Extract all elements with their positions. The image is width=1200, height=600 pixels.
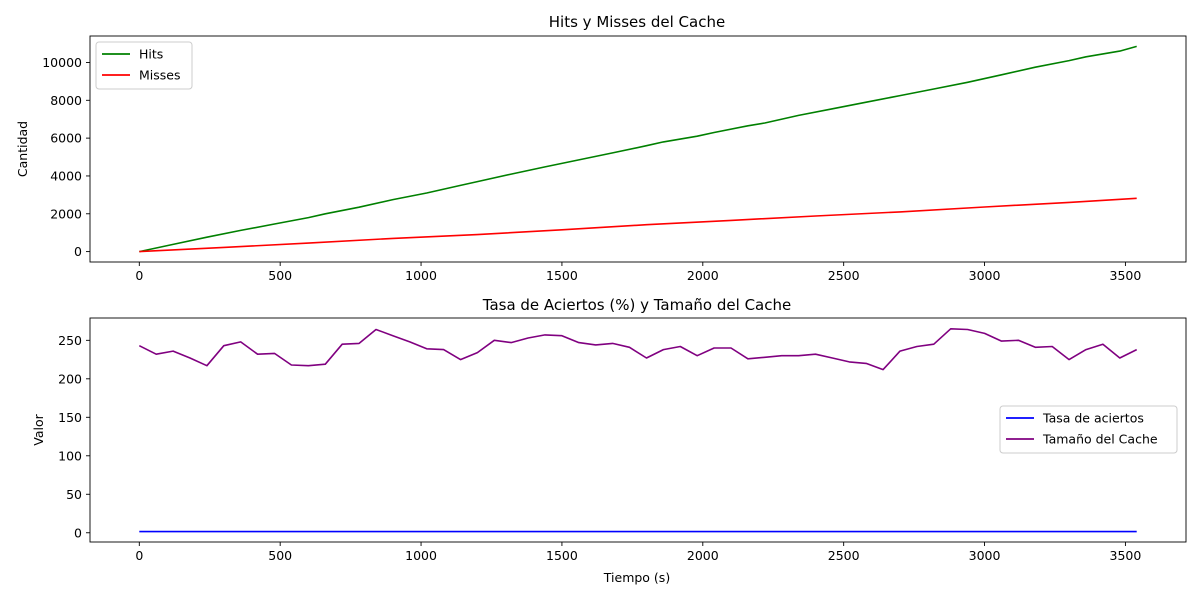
x-tick-label: 1000 (405, 268, 437, 283)
y-axis-label: Valor (31, 413, 46, 445)
x-tick-label: 2500 (828, 268, 860, 283)
legend-entry-label: Hits (139, 47, 163, 62)
x-tick-label: 3000 (969, 548, 1001, 563)
y-tick-label: 200 (58, 371, 82, 386)
plot-area: 0 500 1000 1500 2000 2500 3000 3500 0 2000 4000 600… (42, 35, 1187, 283)
x-tick-label: 2000 (687, 548, 719, 563)
legend-entry-label: Misses (139, 68, 181, 83)
series-line (138, 327, 1138, 371)
axes-frame (89, 317, 1187, 543)
y-tick-label: 2000 (50, 206, 82, 221)
x-tick-label: 2500 (828, 548, 860, 563)
chart-title: Hits y Misses del Cache (549, 13, 725, 31)
y-tick-label: 50 (66, 487, 82, 502)
series-line (139, 45, 1137, 253)
chart-title: Tasa de Aciertos (%) y Tamaño del Cache (482, 296, 791, 314)
chart-hits-misses: Hits y Misses del Cache 0 500 1000 1500 2000… (15, 13, 1187, 283)
y-tick-label: 100 (58, 448, 82, 463)
chart-hit-rate-cache-size: Tasa de Aciertos (%) y Tamaño del Cache … (31, 296, 1187, 585)
y-tick-label: 8000 (50, 93, 82, 108)
y-tick-label: 4000 (50, 168, 82, 183)
x-tick-label: 3500 (1110, 268, 1142, 283)
y-tick-label: 250 (58, 333, 82, 348)
x-tick-label: 3000 (969, 268, 1001, 283)
axes-frame (89, 35, 1187, 263)
y-tick-label: 0 (74, 525, 82, 540)
plot-area: 0 500 1000 1500 2000 2500 3000 3500 0 50 100 150 200… (58, 317, 1187, 563)
y-tick-label: 150 (58, 410, 82, 425)
series-line (139, 197, 1137, 253)
y-tick-label: 6000 (50, 131, 82, 146)
x-tick-label: 500 (268, 548, 292, 563)
x-tick-label: 2000 (687, 268, 719, 283)
x-tick-label: 1000 (405, 548, 437, 563)
legend-box (999, 405, 1178, 454)
legend-entry-label: Tamaño del Cache (1042, 432, 1158, 447)
x-tick-label: 500 (268, 268, 292, 283)
legend: Tasa de aciertos Tamaño del Cache (999, 405, 1178, 454)
y-tick-label: 10000 (42, 55, 82, 70)
y-axis-label: Cantidad (15, 121, 30, 177)
x-axis-label: Tiempo (s) (603, 570, 670, 585)
x-tick-label: 0 (135, 268, 143, 283)
x-tick-label: 1500 (546, 268, 578, 283)
legend: Hits Misses (95, 41, 193, 90)
x-tick-label: 1500 (546, 548, 578, 563)
x-tick-label: 0 (135, 548, 143, 563)
y-tick-label: 0 (74, 244, 82, 259)
x-tick-label: 3500 (1110, 548, 1142, 563)
legend-entry-label: Tasa de aciertos (1042, 411, 1144, 426)
